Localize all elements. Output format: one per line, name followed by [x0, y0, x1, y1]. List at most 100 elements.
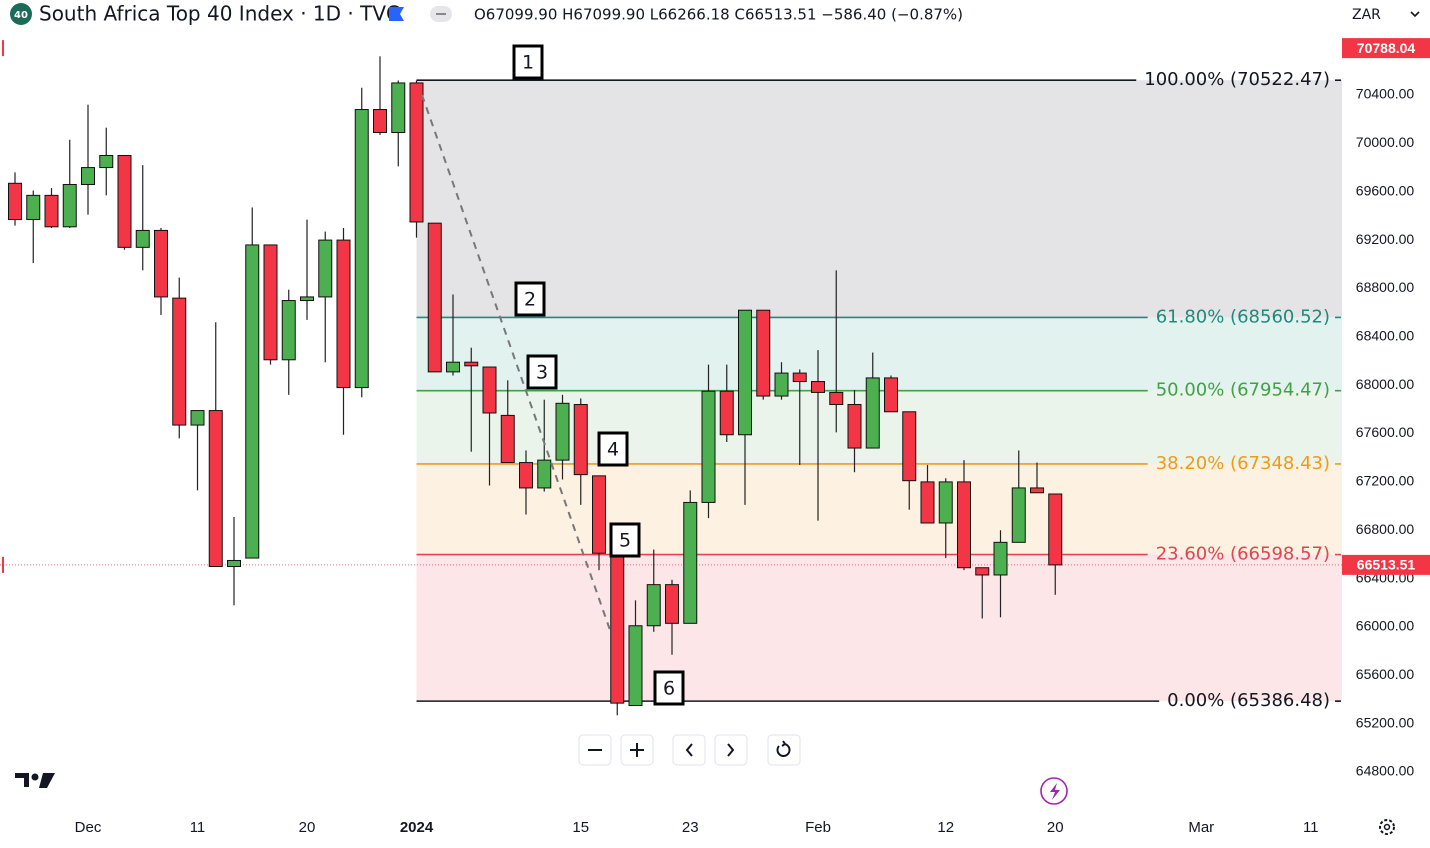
- candle-body: [865, 377, 880, 449]
- candle-body: [774, 372, 789, 397]
- x-tick-label: 20: [299, 819, 316, 836]
- y-tick-label: 64800.00: [1356, 763, 1415, 779]
- y-tick-label: 69200.00: [1356, 231, 1415, 247]
- candle-body: [117, 154, 132, 248]
- fib-zone: [416, 554, 1342, 702]
- overlay: 40 South Africa Top 40 Index · 1D · TVC …: [10, 2, 1420, 835]
- logo-text: 40: [14, 10, 28, 21]
- reset-button[interactable]: [767, 734, 801, 766]
- candle-body: [811, 381, 825, 393]
- candle-body: [154, 229, 168, 298]
- y-tick-label: 67200.00: [1356, 473, 1415, 489]
- candle-body: [957, 481, 971, 569]
- settings-button[interactable]: [1379, 819, 1395, 835]
- candle-body: [938, 481, 953, 524]
- y-tick-label: 68000.00: [1356, 376, 1415, 392]
- scroll-right-icon: [727, 743, 735, 757]
- zoom-in-icon: [630, 743, 644, 757]
- fib-label: 0.00% (65386.48): [1167, 690, 1330, 711]
- annotation-box: [512, 44, 544, 80]
- alert-icon: [1050, 783, 1060, 800]
- candle-body: [281, 300, 296, 361]
- currency-chevron: [1410, 11, 1420, 18]
- candle-body: [683, 501, 698, 624]
- fib-zone: [416, 463, 1342, 555]
- candle-body: [537, 459, 552, 489]
- tv-logo: [15, 773, 55, 788]
- price-tag: [1342, 38, 1430, 59]
- tv-logo-part: [31, 773, 39, 781]
- price-tag-label: 70788.04: [1357, 40, 1416, 56]
- chart-title: South Africa Top 40 Index · 1D · TVC: [39, 2, 400, 26]
- candle-body: [646, 584, 661, 627]
- annotation-label: 4: [607, 439, 619, 461]
- annotation-box: [609, 522, 641, 558]
- candle-body: [318, 239, 333, 298]
- candle-body: [336, 239, 351, 389]
- y-tick-label: 66000.00: [1356, 618, 1415, 634]
- candle-body: [208, 410, 223, 568]
- price-tag-label: 66513.51: [1357, 557, 1416, 573]
- candle-body: [665, 584, 679, 624]
- y-tick-label: 70000.00: [1356, 134, 1415, 150]
- candle-body: [446, 361, 460, 373]
- candle-body: [1048, 493, 1063, 566]
- candle-body: [373, 109, 387, 134]
- candle-body: [99, 154, 114, 169]
- candle-body: [409, 82, 424, 223]
- candle-body: [354, 109, 369, 389]
- candle-body: [829, 391, 844, 406]
- annotation-box: [526, 354, 558, 390]
- candle-body: [792, 372, 807, 383]
- annotation-label: 1: [522, 52, 534, 74]
- scroll-right-button[interactable]: [714, 734, 748, 766]
- annotation-box: [653, 670, 685, 706]
- candle-body: [172, 297, 187, 426]
- x-tick-label: Dec: [75, 819, 102, 836]
- price-axis: [1342, 0, 1430, 848]
- candle-body: [81, 167, 95, 185]
- y-tick-label: 66800.00: [1356, 521, 1415, 537]
- scroll-left-icon: [685, 743, 693, 757]
- candle-body: [391, 82, 406, 134]
- currency[interactable]: ZAR: [1352, 7, 1381, 23]
- y-tick-label: 69600.00: [1356, 182, 1415, 198]
- y-tick-label: 68800.00: [1356, 279, 1415, 295]
- y-tick-label: 67600.00: [1356, 424, 1415, 440]
- candle-body: [427, 222, 442, 373]
- candle-body: [519, 462, 533, 489]
- fib-trend-line: [421, 94, 611, 631]
- candle-body: [756, 309, 771, 397]
- candle-body: [190, 410, 205, 426]
- candle-body: [555, 402, 570, 461]
- annotation-box: [597, 431, 629, 467]
- candle-body: [1011, 487, 1026, 543]
- x-tick-label: Mar: [1188, 819, 1214, 836]
- flag-icon[interactable]: [389, 7, 404, 21]
- fib-label: 61.80% (68560.52): [1156, 306, 1330, 327]
- candle-body: [610, 552, 625, 704]
- x-tick-label: 2024: [400, 819, 434, 836]
- candle-body: [62, 183, 77, 228]
- candle-body: [993, 541, 1008, 576]
- candle-body: [738, 309, 752, 436]
- annotation-label: 6: [663, 678, 675, 700]
- scroll-left-button[interactable]: [672, 734, 706, 766]
- annotation-label: 2: [524, 289, 536, 311]
- candle-body: [920, 481, 935, 524]
- annotation-label: 3: [536, 362, 548, 384]
- candle-body: [227, 559, 241, 568]
- reset-icon: [776, 740, 791, 757]
- x-tick-label: 15: [572, 819, 589, 836]
- candle-body: [263, 244, 278, 361]
- x-tick-label: 20: [1047, 819, 1064, 836]
- fib-zone: [416, 80, 1342, 318]
- candle-body: [719, 390, 734, 436]
- annotation-label: 5: [619, 530, 631, 552]
- x-tick-label: 12: [937, 819, 954, 836]
- settings-icon: [1383, 823, 1391, 831]
- zoom-controls: [578, 734, 801, 766]
- candle-body: [902, 411, 917, 482]
